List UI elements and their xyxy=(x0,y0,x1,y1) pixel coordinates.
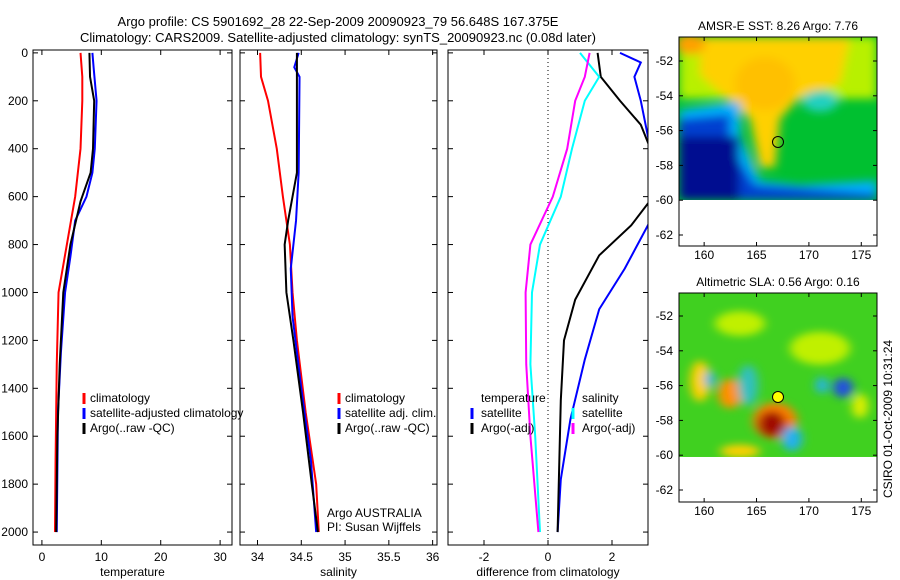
x-tick-label: 0 xyxy=(39,550,46,564)
title-line-2: Climatology: CARS2009. Satellite-adjuste… xyxy=(80,30,596,45)
lon-tick-label: 175 xyxy=(851,504,871,518)
panel-frame xyxy=(239,49,438,546)
lat-tick-label: -58 xyxy=(656,158,674,172)
sst-map-frame xyxy=(678,36,878,247)
x-tick-label: -2 xyxy=(479,550,490,564)
series-line-climatology xyxy=(259,52,320,533)
panel-sal: 34 34.5 35 35.5 36 salinity climatologysatelli… xyxy=(239,49,440,579)
lat-tick-label: -54 xyxy=(656,344,674,358)
sst-map-title: AMSR-E SST: 8.26 Argo: 7.76 xyxy=(698,19,858,33)
x-tick-label: 30 xyxy=(213,550,227,564)
legend-label: climatology xyxy=(90,391,150,405)
legend-label: satellite adj. clim. xyxy=(345,406,436,420)
panel-frame xyxy=(32,49,233,546)
lat-tick-label: -58 xyxy=(656,413,674,427)
legend-header: salinity xyxy=(582,391,619,405)
lat-tick-label: -56 xyxy=(656,379,674,393)
argo-location-marker xyxy=(772,391,784,403)
x-tick-label: 0 xyxy=(545,550,552,564)
series-line-salinity-satellite xyxy=(529,52,601,533)
legend-label: Argo(-adj) xyxy=(582,421,635,435)
lat-tick-label: -60 xyxy=(656,448,674,462)
y-tick-label: 2000 xyxy=(1,525,28,539)
legend-label: satellite xyxy=(481,406,522,420)
legend-label: Argo(..raw -QC) xyxy=(345,421,430,435)
lon-tick-label: 170 xyxy=(799,504,819,518)
lat-tick-label: -52 xyxy=(656,309,674,323)
y-tick-label: 1800 xyxy=(1,477,28,491)
sst-field xyxy=(679,37,877,200)
sla-map-axes: 160 165 170 175 -52 -54 -56 -58 -60 -62 xyxy=(656,293,877,518)
lat-tick-label: -62 xyxy=(656,483,674,497)
legend-label: Argo(..raw -QC) xyxy=(90,421,175,435)
profile-panels: 0 10 20 30020040060080010001200140016001800… xyxy=(1,46,649,579)
legend-header: temperature xyxy=(481,391,546,405)
x-axis-label: temperature xyxy=(100,565,165,579)
legend-label: satellite xyxy=(582,406,623,420)
x-tick-label: 20 xyxy=(154,550,168,564)
sla-map-title: Altimetric SLA: 0.56 Argo: 0.16 xyxy=(696,275,860,289)
y-tick-label: 400 xyxy=(8,142,28,156)
lon-tick-label: 160 xyxy=(694,248,714,262)
y-tick-label: 1200 xyxy=(1,333,28,347)
y-tick-label: 0 xyxy=(21,46,28,60)
series-line-argo-raw-qc- xyxy=(283,52,319,533)
sst-map: AMSR-E SST: 8.26 Argo: 7.76 160 165 170 175… xyxy=(656,19,878,262)
lon-tick-label: 160 xyxy=(694,504,714,518)
x-tick-label: 2 xyxy=(609,550,616,564)
panel-temp: 0 10 20 30 0 200 400 600 800 1000 1200 1400 1600 1800… xyxy=(1,46,243,579)
sla-map: Altimetric SLA: 0.56 Argo: 0.16 xyxy=(656,275,878,518)
x-tick-label: 36 xyxy=(426,550,440,564)
sla-map-frame xyxy=(678,292,878,503)
lat-tick-label: -54 xyxy=(656,89,674,103)
annotation-line: Argo AUSTRALIA xyxy=(327,506,422,520)
lat-tick-label: -56 xyxy=(656,124,674,138)
y-tick-label: 800 xyxy=(8,238,28,252)
series-line-climatology xyxy=(53,52,84,533)
lat-tick-label: -62 xyxy=(656,228,674,242)
x-tick-label: 34 xyxy=(251,550,265,564)
lon-tick-label: 175 xyxy=(851,248,871,262)
title-line-1: Argo profile: CS 5901692_28 22-Sep-2009 … xyxy=(118,14,559,29)
legend-label: Argo(-adj) xyxy=(481,421,534,435)
series-line-temperature-satellite xyxy=(556,51,648,533)
y-tick-label: 200 xyxy=(8,94,28,108)
lon-tick-label: 165 xyxy=(747,504,767,518)
x-tick-label: 35.5 xyxy=(377,550,401,564)
series-line-temperature-argo-adj- xyxy=(556,52,648,533)
lat-tick-label: -60 xyxy=(656,193,674,207)
lat-tick-label: -52 xyxy=(656,54,674,68)
timestamp-stamp: CSIRO 01-Oct-2009 10:31:24 xyxy=(881,340,895,498)
lon-tick-label: 165 xyxy=(747,248,767,262)
x-tick-label: 35 xyxy=(338,550,352,564)
lon-tick-label: 170 xyxy=(799,248,819,262)
annotation-line: PI: Susan Wijffels xyxy=(327,520,421,534)
y-tick-label: 600 xyxy=(8,190,28,204)
series-line-argo-raw-qc- xyxy=(55,52,96,533)
legend-label: satellite-adjusted climatology xyxy=(90,406,243,420)
series-line-salinity-argo-adj- xyxy=(524,52,591,533)
y-tick-label: 1600 xyxy=(1,429,28,443)
y-tick-label: 1400 xyxy=(1,381,28,395)
x-tick-label: 34.5 xyxy=(290,550,314,564)
argo-location-marker xyxy=(772,136,784,148)
legend-label: climatology xyxy=(345,391,405,405)
y-tick-label: 1000 xyxy=(1,285,28,299)
sla-field xyxy=(679,293,877,457)
x-tick-label: 10 xyxy=(95,550,109,564)
x-axis-label: salinity xyxy=(320,565,357,579)
sst-map-axes: 160 165 170 175 -52 -54 -56 -58 -60 -62 xyxy=(656,37,877,262)
x-axis-label: difference from climatology xyxy=(476,565,619,579)
